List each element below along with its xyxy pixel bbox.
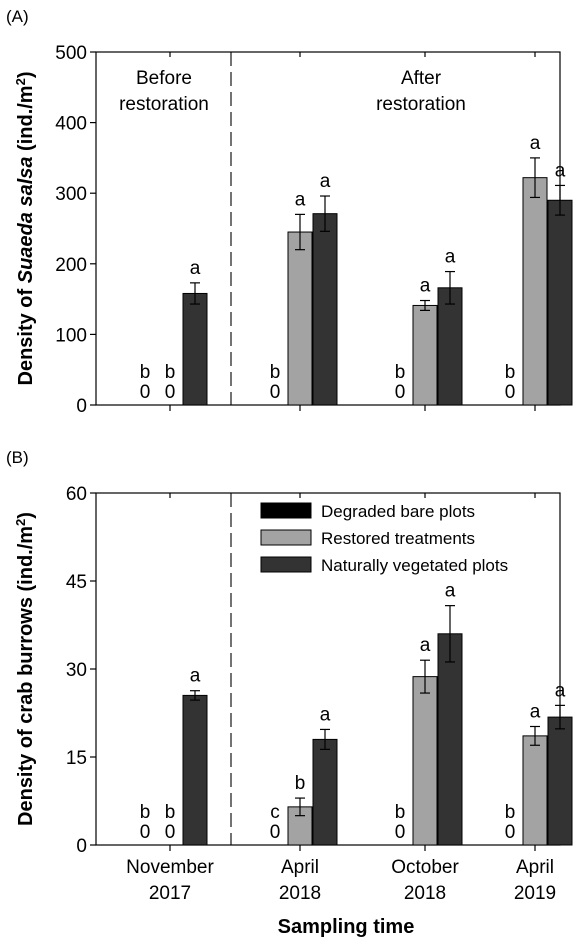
y-axis-label-part: ) — [15, 512, 37, 519]
y-tick-label: 400 — [55, 114, 87, 135]
significance-letter: a — [295, 189, 306, 210]
x-axis-label: Sampling time — [278, 916, 415, 938]
zero-value-label: 0 — [165, 382, 176, 403]
bar — [547, 716, 573, 846]
legend-label: Naturally vegetated plots — [321, 556, 508, 575]
panel-label: (B) — [6, 448, 29, 467]
x-tick-label: April — [516, 857, 554, 878]
bar — [412, 676, 438, 846]
x-tick-label: 2017 — [149, 883, 191, 904]
y-tick-label: 500 — [55, 43, 87, 64]
zero-value-label: 0 — [140, 382, 151, 403]
x-tick-label: 2019 — [514, 883, 556, 904]
legend-swatch — [260, 502, 312, 519]
significance-letter: b — [270, 362, 281, 383]
significance-letter: a — [555, 160, 566, 181]
significance-letter: b — [505, 802, 516, 823]
significance-letter: c — [270, 802, 280, 823]
legend-label: Degraded bare plots — [321, 502, 475, 521]
legend-swatch — [260, 556, 312, 573]
y-axis-label-part: ) — [15, 71, 37, 78]
y-tick-label: 200 — [55, 255, 87, 276]
y-tick-label: 300 — [55, 184, 87, 205]
zero-value-label: 0 — [270, 822, 281, 843]
y-tick-label: 0 — [76, 836, 87, 857]
bar — [312, 213, 338, 406]
bar — [312, 738, 338, 846]
zero-value-label: 0 — [395, 822, 406, 843]
y-tick-label: 100 — [55, 325, 87, 346]
bar — [182, 292, 208, 406]
y-axis-label: Density of Suaeda salsa (ind./m2) — [13, 71, 37, 385]
period-annotation: After — [401, 68, 442, 89]
significance-letter: b — [165, 802, 176, 823]
significance-letter: a — [190, 258, 201, 279]
significance-letter: a — [530, 701, 541, 722]
y-axis-label: Density of crab burrows (ind./m2) — [13, 512, 37, 826]
significance-letter: a — [320, 704, 331, 725]
bar — [182, 694, 208, 846]
y-tick-label: 15 — [66, 748, 87, 769]
bar — [522, 735, 548, 846]
x-tick-label: April — [281, 857, 319, 878]
x-tick-label: 2018 — [279, 883, 321, 904]
period-annotation: restoration — [119, 94, 209, 115]
zero-value-label: 0 — [140, 822, 151, 843]
y-tick-label: 45 — [66, 572, 87, 593]
significance-letter: a — [555, 680, 566, 701]
y-tick-label: 0 — [76, 396, 87, 417]
legend-label: Restored treatments — [321, 529, 475, 548]
period-annotation: restoration — [376, 94, 466, 115]
y-axis-label-part: Density of — [15, 283, 37, 385]
y-tick-label: 60 — [66, 484, 87, 505]
significance-letter: b — [165, 362, 176, 383]
bar — [437, 287, 463, 406]
x-tick-label: November — [126, 857, 214, 878]
significance-letter: b — [395, 802, 406, 823]
x-tick-label: October — [391, 857, 459, 878]
y-axis-label-part: (ind./m — [15, 85, 37, 156]
panel-label: (A) — [6, 7, 29, 26]
zero-value-label: 0 — [395, 382, 406, 403]
zero-value-label: 0 — [165, 822, 176, 843]
zero-value-label: 0 — [505, 382, 516, 403]
bar — [412, 304, 438, 406]
significance-letter: b — [140, 362, 151, 383]
y-tick-label: 30 — [66, 660, 87, 681]
significance-letter: a — [445, 247, 456, 268]
bar — [547, 199, 573, 406]
significance-letter: b — [505, 362, 516, 383]
y-axis-label-part: 2 — [13, 519, 28, 526]
significance-letter: b — [140, 802, 151, 823]
legend-swatch — [260, 529, 312, 546]
y-axis-label-part: 2 — [13, 78, 28, 85]
y-axis-label-part: Density of crab burrows (ind./m — [15, 526, 37, 826]
x-tick-label: 2018 — [404, 883, 446, 904]
y-axis-label-part: Suaeda salsa — [15, 157, 37, 284]
bar — [522, 177, 548, 406]
bar — [287, 231, 313, 406]
significance-letter: b — [295, 773, 306, 794]
zero-value-label: 0 — [505, 822, 516, 843]
significance-letter: a — [190, 666, 201, 687]
significance-letter: b — [395, 362, 406, 383]
significance-letter: a — [445, 581, 456, 602]
period-annotation: Before — [136, 68, 192, 89]
significance-letter: a — [420, 635, 431, 656]
significance-letter: a — [420, 276, 431, 297]
panel-b: (B) 0 15 30 45 60 Density of crab burrows (ind… — [6, 448, 573, 938]
significance-letter: a — [530, 133, 541, 154]
bar — [437, 633, 463, 846]
zero-value-label: 0 — [270, 382, 281, 403]
significance-letter: a — [320, 171, 331, 192]
